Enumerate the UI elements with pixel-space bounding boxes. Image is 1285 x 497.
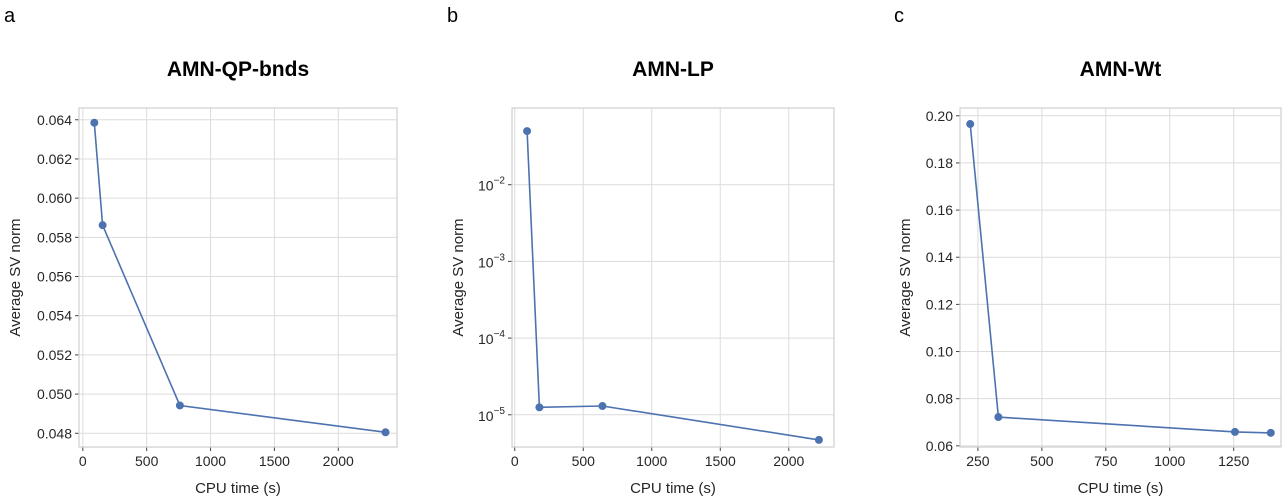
y-tick-label: 0.056	[37, 269, 72, 285]
y-tick-label: 0.064	[37, 112, 72, 128]
x-tick-label: 500	[572, 453, 596, 469]
plot-frame	[78, 107, 398, 448]
data-point	[523, 127, 532, 136]
panel-letter: a	[4, 5, 16, 27]
data-point	[994, 413, 1003, 422]
y-tick-label: 0.048	[37, 425, 72, 441]
x-tick-label: 500	[135, 453, 159, 469]
x-tick-label: 0	[79, 453, 87, 469]
plot-frame	[959, 107, 1282, 448]
x-tick-label: 1000	[1154, 453, 1185, 469]
chart-title: AMN-LP	[632, 58, 714, 81]
y-tick-label: 0.12	[926, 296, 953, 312]
x-tick-label: 1250	[1218, 453, 1249, 469]
y-tick-label: 10−5	[478, 406, 505, 424]
x-tick-label: 0	[511, 453, 519, 469]
y-tick-label: 0.052	[37, 347, 72, 363]
y-tick-label: 0.20	[926, 108, 953, 124]
y-tick-label: 0.14	[926, 249, 953, 265]
x-tick-label: 500	[1030, 453, 1054, 469]
y-axis-label: Average SV norm	[897, 218, 914, 336]
x-tick-label: 1500	[705, 453, 736, 469]
y-tick-label: 0.10	[926, 344, 953, 360]
y-tick-label: 10−2	[478, 176, 505, 194]
series-line	[526, 131, 820, 441]
chart-panel-b: b AMN-LP 0 500 1000 1500 2000 10−5 10−4 10−3 10−2 C…	[447, 5, 835, 497]
data-point	[175, 401, 184, 410]
series-line	[93, 122, 386, 434]
x-axis-label: CPU time (s)	[1078, 480, 1164, 497]
x-tick-label: 250	[966, 453, 990, 469]
chart-panel-a: a AMN-QP-bnds 0 500 1000 1500 2000 0.048 0.050 0.…	[4, 5, 398, 497]
data-point	[381, 428, 390, 437]
y-tick-label: 0.050	[37, 386, 72, 402]
data-point	[90, 118, 99, 127]
plot-frame	[511, 107, 835, 448]
x-tick-label: 1000	[636, 453, 667, 469]
x-tick-label: 750	[1094, 453, 1118, 469]
y-tick-label: 0.16	[926, 202, 953, 218]
chart-title: AMN-QP-bnds	[167, 58, 309, 81]
data-point	[814, 435, 823, 444]
panel-letter: c	[894, 5, 904, 27]
y-tick-label: 10−4	[478, 329, 505, 347]
y-tick-label: 0.18	[926, 155, 953, 171]
y-tick-label: 0.058	[37, 229, 72, 245]
x-tick-label: 2000	[323, 453, 354, 469]
x-tick-label: 1500	[259, 453, 290, 469]
data-point	[966, 120, 975, 129]
data-point	[535, 403, 544, 412]
y-tick-label: 10−3	[478, 252, 505, 270]
x-tick-label: 2000	[773, 453, 804, 469]
y-tick-label: 0.054	[37, 308, 72, 324]
panel-letter: b	[447, 5, 458, 27]
y-axis-label: Average SV norm	[450, 218, 467, 336]
chart-title: AMN-Wt	[1080, 58, 1162, 81]
data-point	[98, 221, 107, 230]
data-point	[1266, 428, 1275, 437]
y-tick-label: 0.06	[926, 438, 953, 454]
series-line	[969, 123, 1271, 434]
y-tick-label: 0.060	[37, 190, 72, 206]
data-point	[1230, 427, 1239, 436]
y-axis-label: Average SV norm	[7, 218, 24, 336]
x-axis-label: CPU time (s)	[630, 480, 716, 497]
data-point	[598, 402, 607, 411]
y-tick-label: 0.08	[926, 391, 953, 407]
y-tick-label: 0.062	[37, 151, 72, 167]
x-axis-label: CPU time (s)	[195, 480, 281, 497]
chart-panel-c: c AMN-Wt 250 500 750 1000 1250 0.06 0.08 0.10 0.12…	[894, 5, 1282, 497]
x-tick-label: 1000	[195, 453, 226, 469]
